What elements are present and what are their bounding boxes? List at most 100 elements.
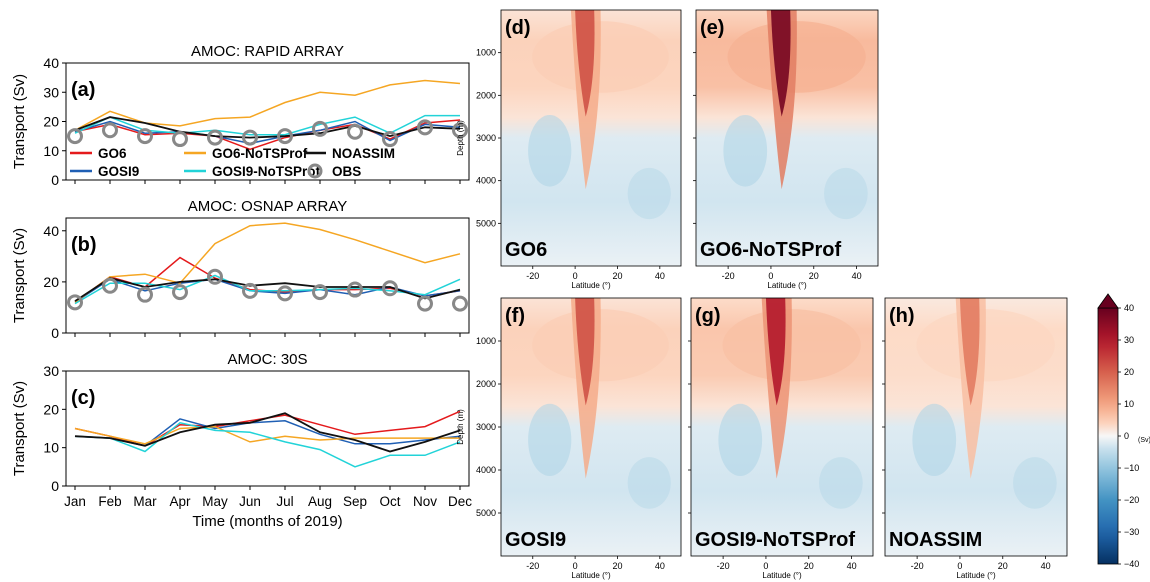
plot-frame — [65, 62, 470, 181]
x-tick-label: Dec — [448, 494, 472, 509]
negative-cell — [1013, 457, 1057, 509]
y-tick-label: 5000 — [476, 508, 496, 518]
x-axis-label: Latitude (°) — [571, 571, 611, 580]
positive-core-inner — [575, 298, 595, 406]
x-tick-label: 20 — [804, 561, 814, 571]
series-line-go6-notsprof — [74, 425, 460, 445]
heatmap-gosi9-notsprof: -20 0 20 40 Latitude (°) (g) GOSI9-NoTSProf — [688, 297, 874, 580]
legend-label: NOASSIM — [332, 146, 395, 161]
x-tick-label: 40 — [847, 561, 857, 571]
colorbar-body — [1097, 307, 1119, 565]
x-tick-label: Apr — [169, 494, 191, 509]
obs-point — [67, 128, 83, 145]
x-tick-label: 20 — [612, 271, 622, 281]
x-tick-label: 0 — [573, 561, 578, 571]
y-tick-label: 40 — [43, 55, 59, 71]
y-tick-label: 0 — [51, 325, 59, 341]
y-tick-label: 10 — [43, 143, 59, 159]
x-axis-label: Latitude (°) — [762, 571, 802, 580]
positive-core-inner — [959, 298, 980, 406]
y-tick-label: 3000 — [476, 422, 496, 432]
obs-point — [137, 128, 153, 145]
obs-point — [277, 285, 293, 302]
obs-point — [102, 122, 118, 139]
legend-label: GOSI9 — [98, 164, 139, 179]
positive-core-inner — [770, 10, 791, 117]
panel-name: GO6-NoTSProf — [700, 239, 841, 261]
x-tick-label: 0 — [957, 561, 962, 571]
y-tick-label: 5000 — [476, 218, 496, 228]
obs-point — [242, 129, 258, 146]
x-axis-label: Time (months of 2019) — [192, 513, 342, 530]
negative-cell — [627, 457, 671, 509]
heatmap-field — [501, 10, 681, 266]
colorbar: 40 30 20 10 0 −10 −20 −30 −40 (Sv) — [1097, 293, 1150, 569]
heatmap-field — [885, 298, 1067, 556]
panel-label: (a) — [71, 79, 95, 101]
plot-frame — [65, 217, 470, 334]
obs-point — [452, 122, 468, 139]
heatmap-field — [691, 298, 873, 556]
series-line-gosi9-notsprof — [74, 421, 461, 468]
positive-core-inner — [575, 10, 595, 117]
y-tick-label: 40 — [43, 223, 59, 239]
x-tick-label: 0 — [763, 561, 768, 571]
panel-name: NOASSIM — [889, 529, 982, 551]
positive-cell — [916, 309, 1055, 382]
series-line-go6 — [74, 256, 461, 303]
x-tick-label: 20 — [998, 561, 1008, 571]
obs-point — [102, 277, 118, 294]
x-tick-label: -20 — [526, 271, 539, 281]
obs-point — [347, 281, 363, 298]
x-tick-label: 40 — [655, 271, 665, 281]
legend-marker — [307, 163, 323, 179]
x-tick-label: 0 — [768, 271, 773, 281]
negative-cell — [912, 403, 957, 477]
panel-name: GO6 — [505, 239, 547, 261]
y-tick-label: 4000 — [476, 176, 496, 186]
positive-cell — [727, 21, 866, 93]
legend-label: GOSI9-NoTSProf — [212, 164, 321, 179]
y-tick-label: 0 — [51, 478, 59, 494]
x-tick-label: -20 — [722, 271, 735, 281]
y-tick-label: 20 — [43, 114, 59, 130]
x-tick-label: Mar — [133, 494, 157, 509]
heatmap-field — [501, 298, 681, 556]
colorbar-tick-label: 30 — [1124, 335, 1134, 345]
panel-label: (d) — [505, 17, 531, 39]
colorbar-tick-label: 40 — [1124, 303, 1134, 313]
x-tick-label: 0 — [573, 271, 578, 281]
heatmap-field — [696, 10, 878, 266]
x-axis-label: Latitude (°) — [571, 281, 611, 290]
chart-title: AMOC: OSNAP ARRAY — [188, 198, 348, 215]
obs-point — [347, 123, 363, 140]
x-tick-label: 40 — [1041, 561, 1051, 571]
x-tick-label: -20 — [717, 561, 730, 571]
y-tick-label: 3000 — [476, 133, 496, 143]
colorbar-tick-label: 0 — [1124, 431, 1129, 441]
obs-point — [417, 119, 433, 136]
panel-label: (h) — [889, 305, 915, 327]
panel-label: (e) — [700, 17, 724, 39]
x-tick-label: 40 — [655, 561, 665, 571]
positive-cell — [532, 309, 669, 382]
x-tick-label: -20 — [526, 561, 539, 571]
colorbar-tick-label: −10 — [1124, 463, 1139, 473]
x-tick-label: Oct — [379, 494, 400, 509]
negative-cell — [723, 114, 768, 187]
legend: GO6 GO6-NoTSProf NOASSIM GOSI9 GOSI9-NoTSPro… — [70, 146, 395, 179]
negative-cell — [627, 167, 671, 220]
x-tick-label: 20 — [809, 271, 819, 281]
panel-name: GOSI9 — [505, 529, 566, 551]
plot-frame — [65, 370, 470, 487]
obs-point — [172, 284, 188, 301]
y-axis-label: Transport (Sv) — [11, 381, 28, 476]
y-axis-label: Transport (Sv) — [11, 74, 28, 169]
series-line-gosi9-notsprof — [74, 114, 460, 136]
y-tick-label: 0 — [51, 172, 59, 188]
heatmap-go6-notsprof: -20 0 20 40 Latitude (°) (e) GO6-NoTSProf — [693, 9, 879, 290]
colorbar-extend-arrow — [1097, 293, 1119, 309]
x-axis-label: Latitude (°) — [956, 571, 996, 580]
panel-label: (b) — [71, 234, 97, 256]
line-chart-2: AMOC: OSNAP ARRAY 0 20 40 Transport (Sv) (b) — [11, 198, 470, 341]
